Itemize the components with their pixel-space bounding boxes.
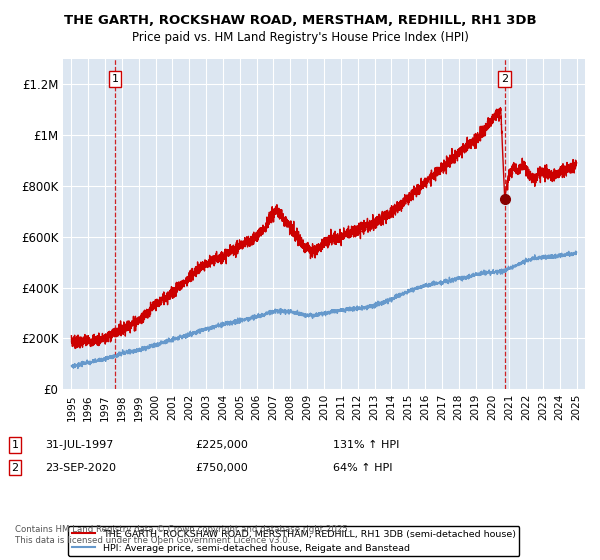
Text: £225,000: £225,000 [195,440,248,450]
Text: Price paid vs. HM Land Registry's House Price Index (HPI): Price paid vs. HM Land Registry's House … [131,31,469,44]
Text: This data is licensed under the Open Government Licence v3.0.: This data is licensed under the Open Gov… [15,536,290,545]
Text: 1: 1 [11,440,19,450]
Text: 2: 2 [11,463,19,473]
Text: 2: 2 [501,74,508,84]
Text: 31-JUL-1997: 31-JUL-1997 [45,440,113,450]
Text: Contains HM Land Registry data © Crown copyright and database right 2025.: Contains HM Land Registry data © Crown c… [15,525,350,534]
Text: THE GARTH, ROCKSHAW ROAD, MERSTHAM, REDHILL, RH1 3DB: THE GARTH, ROCKSHAW ROAD, MERSTHAM, REDH… [64,14,536,27]
Text: 131% ↑ HPI: 131% ↑ HPI [333,440,400,450]
Text: £750,000: £750,000 [195,463,248,473]
Text: 64% ↑ HPI: 64% ↑ HPI [333,463,392,473]
Text: 1: 1 [112,74,118,84]
Text: 23-SEP-2020: 23-SEP-2020 [45,463,116,473]
Legend: THE GARTH, ROCKSHAW ROAD, MERSTHAM, REDHILL, RH1 3DB (semi-detached house), HPI:: THE GARTH, ROCKSHAW ROAD, MERSTHAM, REDH… [68,526,520,556]
